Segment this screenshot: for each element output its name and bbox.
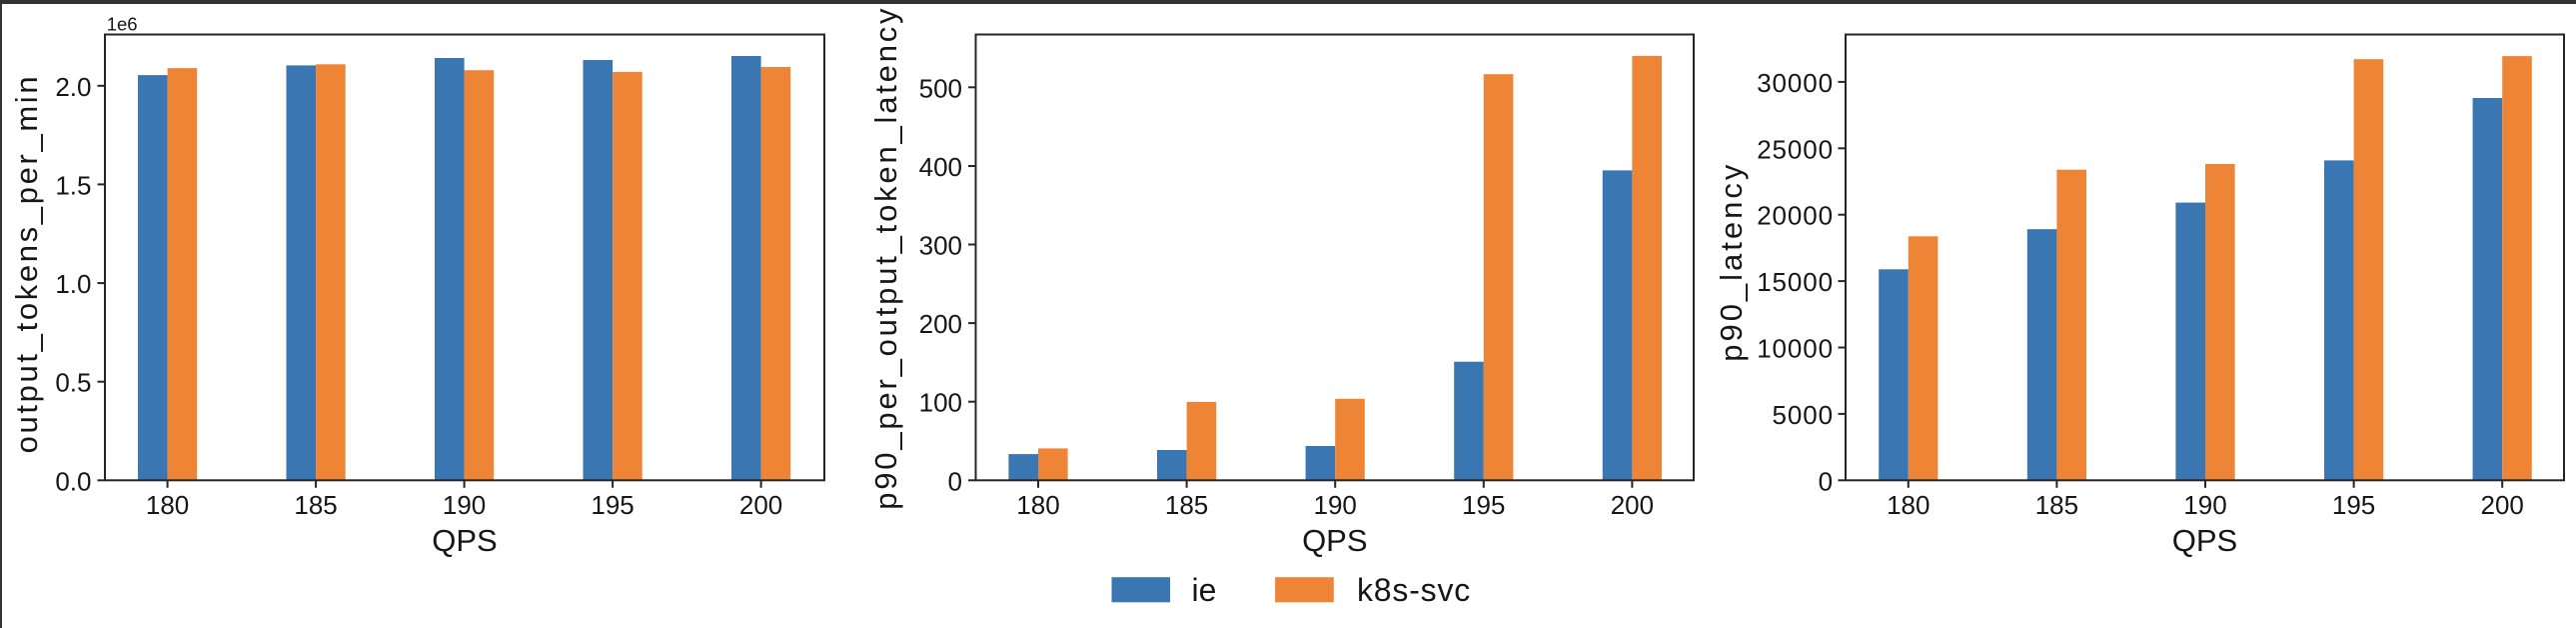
svg-text:0.0: 0.0	[55, 466, 91, 496]
svg-text:180: 180	[1016, 490, 1059, 520]
svg-text:1.0: 1.0	[55, 269, 91, 299]
svg-text:195: 195	[2332, 490, 2375, 520]
svg-text:180: 180	[146, 490, 189, 520]
svg-text:185: 185	[294, 490, 337, 520]
svg-text:200: 200	[919, 309, 962, 339]
svg-text:185: 185	[2035, 490, 2078, 520]
svg-text:500: 500	[919, 73, 962, 103]
svg-text:300: 300	[919, 231, 962, 261]
svg-text:5000: 5000	[1773, 400, 1834, 430]
svg-text:1.5: 1.5	[55, 170, 91, 200]
svg-text:2.0: 2.0	[55, 72, 91, 102]
svg-text:QPS: QPS	[432, 523, 497, 558]
svg-text:p90_per_output_token_latency: p90_per_output_token_latency	[868, 6, 903, 510]
svg-text:200: 200	[2481, 490, 2524, 520]
svg-text:10000: 10000	[1757, 334, 1834, 364]
svg-text:QPS: QPS	[1302, 523, 1367, 558]
svg-text:180: 180	[1887, 490, 1930, 520]
svg-text:400: 400	[919, 152, 962, 182]
svg-text:0.5: 0.5	[55, 368, 91, 398]
svg-text:190: 190	[2183, 490, 2226, 520]
svg-text:190: 190	[1314, 490, 1357, 520]
svg-text:0: 0	[948, 466, 962, 496]
svg-text:20000: 20000	[1757, 201, 1834, 231]
svg-text:200: 200	[739, 490, 782, 520]
svg-text:ie: ie	[1192, 572, 1217, 608]
svg-text:15000: 15000	[1757, 267, 1834, 297]
svg-text:25000: 25000	[1757, 134, 1834, 164]
svg-text:p90_latency: p90_latency	[1714, 162, 1749, 362]
svg-text:QPS: QPS	[2172, 523, 2237, 558]
svg-text:185: 185	[1165, 490, 1208, 520]
svg-text:output_tokens_per_min: output_tokens_per_min	[9, 74, 44, 454]
svg-text:k8s-svc: k8s-svc	[1357, 572, 1471, 608]
svg-text:30000: 30000	[1757, 68, 1834, 98]
svg-text:0: 0	[1819, 466, 1834, 496]
svg-text:195: 195	[1462, 490, 1505, 520]
svg-text:190: 190	[443, 490, 486, 520]
svg-text:100: 100	[919, 388, 962, 418]
svg-text:200: 200	[1611, 490, 1654, 520]
svg-text:195: 195	[591, 490, 634, 520]
svg-text:1e6: 1e6	[107, 13, 138, 34]
